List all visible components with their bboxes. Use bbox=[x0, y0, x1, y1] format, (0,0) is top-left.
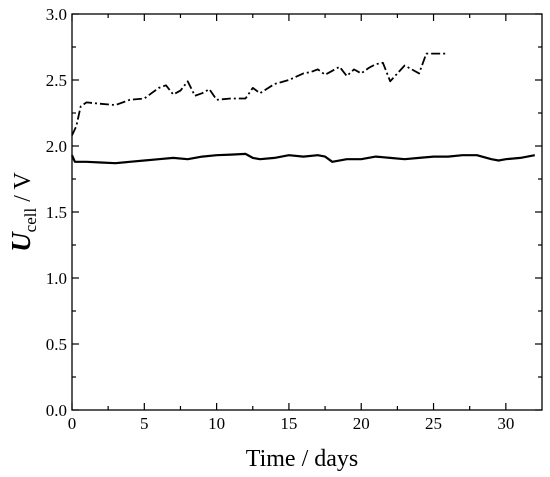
tick-layer bbox=[71, 13, 542, 411]
y-tick-label: 0.0 bbox=[46, 401, 67, 420]
y-axis-title: Ucell / V bbox=[6, 172, 40, 252]
y-axis-symbol: U bbox=[6, 231, 36, 252]
x-tick-label: 25 bbox=[425, 414, 442, 433]
y-tick-label: 1.5 bbox=[46, 203, 67, 222]
x-tick-label: 0 bbox=[68, 414, 77, 433]
y-axis-unit: / V bbox=[10, 172, 36, 208]
x-axis-title: Time / days bbox=[246, 446, 358, 472]
series-layer bbox=[70, 52, 536, 165]
series-line-solid bbox=[70, 152, 536, 165]
label-layer: 0 5 10 15 20 25 30 0.0 0.5 1.0 1.5 2.0 2.5 3.0 bbox=[46, 5, 515, 433]
y-tick-label: 2.0 bbox=[46, 137, 67, 156]
x-tick-label: 20 bbox=[353, 414, 370, 433]
y-tick-label: 1.0 bbox=[46, 269, 67, 288]
y-tick-label: 2.5 bbox=[46, 71, 67, 90]
x-tick-label: 30 bbox=[497, 414, 514, 433]
x-tick-label: 10 bbox=[208, 414, 225, 433]
y-tick-label: 0.5 bbox=[46, 335, 67, 354]
y-tick-label: 3.0 bbox=[46, 5, 67, 24]
x-tick-label: 15 bbox=[280, 414, 297, 433]
y-axis-subscript: cell bbox=[21, 207, 40, 232]
plot-frame bbox=[71, 13, 543, 411]
x-tick-label: 5 bbox=[140, 414, 149, 433]
series-line-dash-dot bbox=[71, 52, 448, 136]
